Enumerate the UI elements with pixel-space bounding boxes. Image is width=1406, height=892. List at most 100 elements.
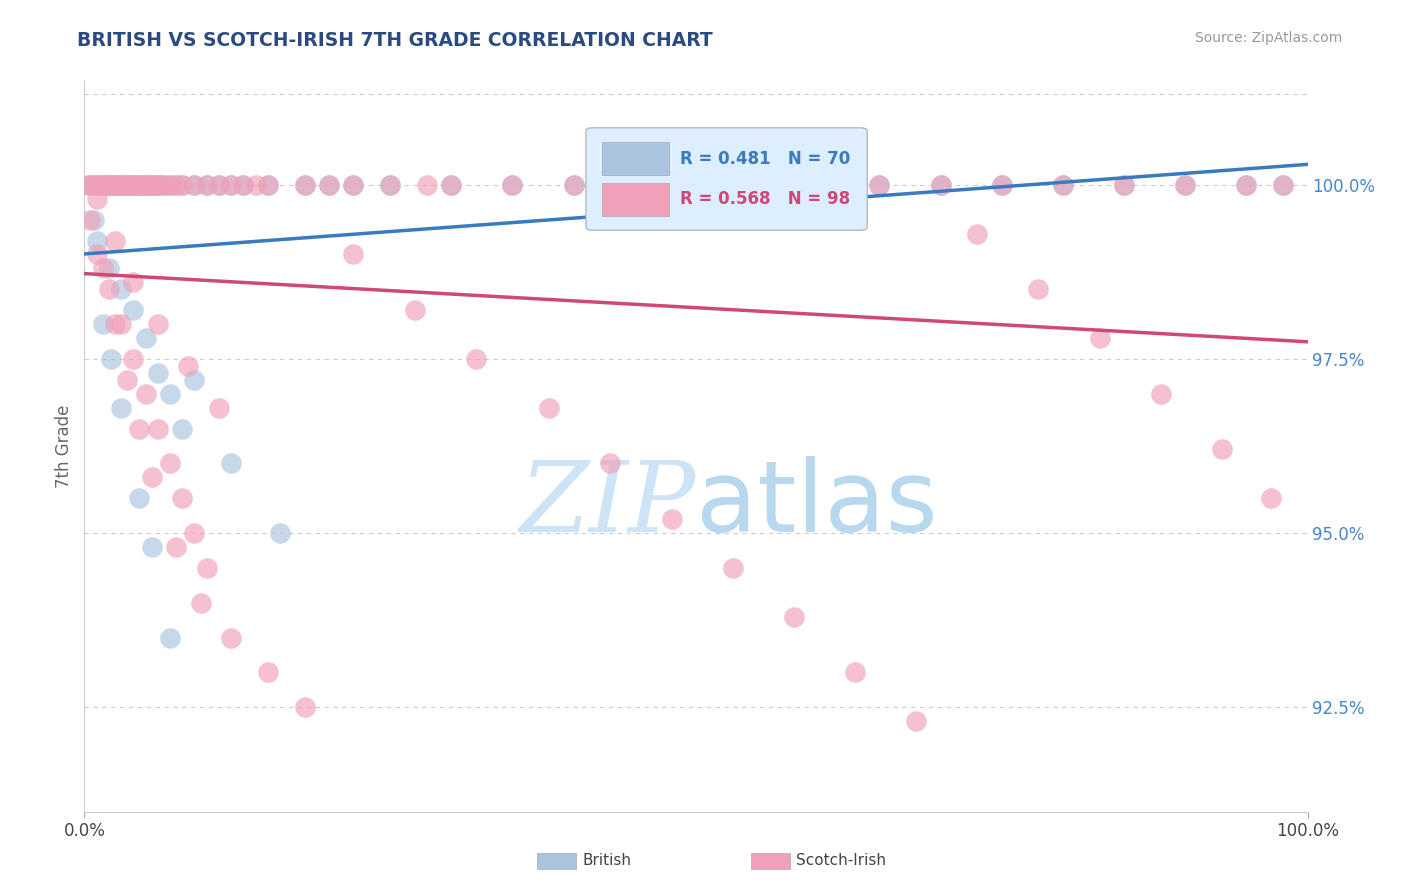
Point — [104, 317, 127, 331]
Point — [624, 178, 647, 192]
Point — [232, 178, 254, 192]
Point — [159, 178, 181, 192]
Point — [190, 596, 212, 610]
Point — [125, 178, 148, 192]
Point — [110, 178, 132, 192]
Point — [685, 178, 707, 192]
Point — [1272, 178, 1295, 192]
Point — [747, 178, 769, 192]
Point — [83, 178, 105, 192]
Point — [86, 234, 108, 248]
Point — [128, 178, 150, 192]
Point — [100, 351, 122, 366]
Text: R = 0.568   N = 98: R = 0.568 N = 98 — [681, 190, 851, 208]
Point — [96, 178, 118, 192]
Point — [1211, 442, 1233, 457]
Point — [1052, 178, 1074, 192]
Point — [122, 351, 145, 366]
Point — [115, 373, 138, 387]
Point — [416, 178, 439, 192]
Point — [685, 178, 707, 192]
Point — [219, 178, 242, 192]
Point — [208, 401, 231, 415]
Point — [122, 303, 145, 318]
Point — [122, 178, 145, 192]
Point — [318, 178, 340, 192]
Point — [149, 178, 172, 192]
Point — [1114, 178, 1136, 192]
Point — [91, 178, 114, 192]
FancyBboxPatch shape — [751, 853, 790, 869]
Point — [91, 317, 114, 331]
Text: atlas: atlas — [696, 456, 938, 553]
Point — [318, 178, 340, 192]
Point — [132, 178, 155, 192]
Point — [128, 421, 150, 435]
Point — [721, 561, 744, 575]
Point — [183, 178, 205, 192]
Point — [538, 401, 561, 415]
Point — [195, 178, 218, 192]
Point — [77, 178, 100, 192]
Point — [128, 178, 150, 192]
Point — [96, 178, 118, 192]
Point — [807, 178, 830, 192]
Point — [464, 351, 486, 366]
Point — [172, 178, 194, 192]
Point — [1088, 331, 1111, 345]
Point — [146, 421, 169, 435]
Point — [1260, 491, 1282, 506]
Point — [110, 317, 132, 331]
Point — [219, 178, 242, 192]
Point — [143, 178, 166, 192]
Text: BRITISH VS SCOTCH-IRISH 7TH GRADE CORRELATION CHART: BRITISH VS SCOTCH-IRISH 7TH GRADE CORREL… — [77, 31, 713, 50]
FancyBboxPatch shape — [602, 183, 669, 216]
Point — [342, 178, 364, 192]
Point — [97, 178, 120, 192]
Point — [440, 178, 463, 192]
Point — [562, 178, 585, 192]
Point — [869, 178, 891, 192]
Text: ZIP: ZIP — [520, 457, 696, 552]
Point — [136, 178, 159, 192]
Point — [105, 178, 128, 192]
Point — [141, 540, 163, 554]
Point — [183, 178, 205, 192]
Point — [1272, 178, 1295, 192]
Point — [1236, 178, 1258, 192]
Point — [1150, 386, 1173, 401]
Point — [141, 178, 163, 192]
Point — [294, 178, 316, 192]
Point — [146, 178, 169, 192]
Point — [159, 386, 181, 401]
Point — [380, 178, 402, 192]
Point — [146, 178, 169, 192]
Point — [120, 178, 142, 192]
Point — [112, 178, 135, 192]
Point — [991, 178, 1014, 192]
Point — [135, 331, 157, 345]
Point — [97, 178, 120, 192]
Point — [1236, 178, 1258, 192]
Point — [86, 247, 108, 261]
FancyBboxPatch shape — [537, 853, 576, 869]
Point — [219, 631, 242, 645]
Point — [86, 178, 108, 192]
Point — [929, 178, 952, 192]
Point — [219, 457, 242, 471]
Point — [661, 512, 683, 526]
Point — [172, 178, 194, 192]
Point — [1114, 178, 1136, 192]
Point — [195, 178, 218, 192]
Point — [232, 178, 254, 192]
Point — [1174, 178, 1197, 192]
Point — [159, 457, 181, 471]
Point — [342, 178, 364, 192]
Point — [869, 178, 891, 192]
Point — [98, 178, 121, 192]
Point — [159, 631, 181, 645]
Point — [122, 275, 145, 289]
Point — [132, 178, 155, 192]
Point — [502, 178, 524, 192]
Point — [257, 178, 280, 192]
